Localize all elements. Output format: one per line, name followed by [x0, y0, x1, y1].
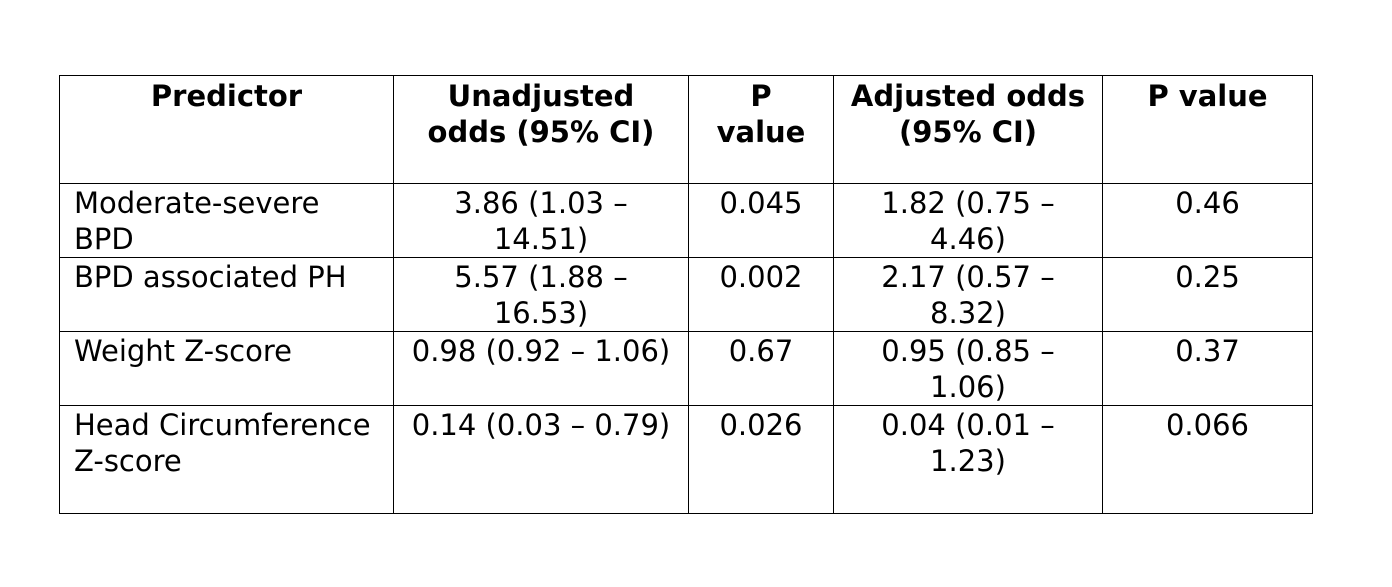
cell-p-value-unadjusted: 0.026 [688, 405, 834, 514]
cell-p-value-adjusted: 0.37 [1102, 331, 1313, 406]
header-p-value-adjusted: P value [1102, 75, 1313, 184]
cell-p-value-adjusted: 0.46 [1102, 183, 1313, 258]
cell-p-value-unadjusted: 0.67 [688, 331, 834, 406]
cell-unadjusted-odds: 5.57 (1.88 – 16.53) [393, 257, 689, 332]
header-unadjusted-odds: Unadjusted odds (95% CI) [393, 75, 689, 184]
cell-adjusted-odds: 0.95 (0.85 – 1.06) [833, 331, 1103, 406]
table-header: Predictor Unadjusted odds (95% CI) P val… [59, 75, 1313, 184]
cell-predictor: BPD associated PH [59, 257, 394, 332]
cell-predictor: Head Circumference Z-score [59, 405, 394, 514]
cell-unadjusted-odds: 0.14 (0.03 – 0.79) [393, 405, 689, 514]
header-p-value-unadjusted: P value [688, 75, 834, 184]
cell-p-value-adjusted: 0.25 [1102, 257, 1313, 332]
cell-unadjusted-odds: 0.98 (0.92 – 1.06) [393, 331, 689, 406]
header-adjusted-odds: Adjusted odds (95% CI) [833, 75, 1103, 184]
cell-adjusted-odds: 1.82 (0.75 – 4.46) [833, 183, 1103, 258]
table-body: Moderate-severe BPD 3.86 (1.03 – 14.51) … [59, 183, 1313, 514]
header-row: Predictor Unadjusted odds (95% CI) P val… [59, 75, 1313, 184]
cell-predictor: Weight Z-score [59, 331, 394, 406]
table-row: Moderate-severe BPD 3.86 (1.03 – 14.51) … [59, 183, 1313, 258]
cell-adjusted-odds: 2.17 (0.57 – 8.32) [833, 257, 1103, 332]
header-predictor: Predictor [59, 75, 394, 184]
table-row: Weight Z-score 0.98 (0.92 – 1.06) 0.67 0… [59, 331, 1313, 406]
cell-adjusted-odds: 0.04 (0.01 – 1.23) [833, 405, 1103, 514]
cell-p-value-unadjusted: 0.045 [688, 183, 834, 258]
table-row: BPD associated PH 5.57 (1.88 – 16.53) 0.… [59, 257, 1313, 332]
cell-p-value-adjusted: 0.066 [1102, 405, 1313, 514]
cell-predictor: Moderate-severe BPD [59, 183, 394, 258]
table-row: Head Circumference Z-score 0.14 (0.03 – … [59, 405, 1313, 514]
cell-unadjusted-odds: 3.86 (1.03 – 14.51) [393, 183, 689, 258]
odds-ratio-table: Predictor Unadjusted odds (95% CI) P val… [59, 75, 1313, 514]
cell-p-value-unadjusted: 0.002 [688, 257, 834, 332]
